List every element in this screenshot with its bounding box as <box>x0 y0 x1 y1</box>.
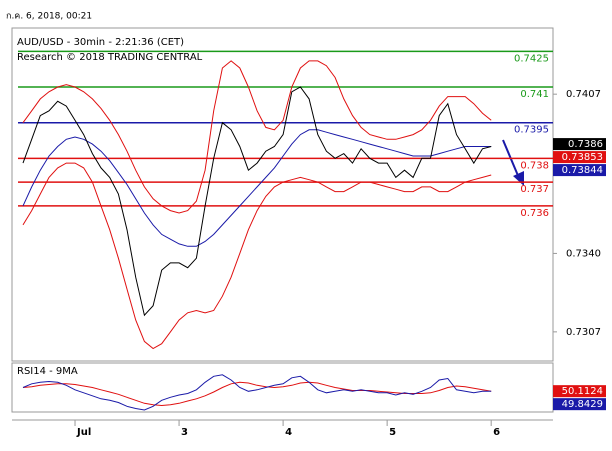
level-label: 0.7395 <box>514 125 549 136</box>
y-tick-label: 0.7307 <box>566 327 601 338</box>
series-line <box>22 374 492 411</box>
level-label: 0.736 <box>520 208 549 219</box>
price-panel <box>11 27 554 362</box>
price-tag-label: 0.7386 <box>568 139 603 150</box>
price-tag-label: 0.73853 <box>562 152 603 163</box>
level-label: 0.741 <box>520 89 549 100</box>
price-tag <box>553 164 606 177</box>
x-tick-label: 3 <box>181 427 188 438</box>
price-tag-label: 49.8429 <box>562 399 603 410</box>
rsi-title: RSI14 - 9MA <box>17 366 78 377</box>
timestamp: ก.ค. 6, 2018, 00:21 <box>6 12 92 22</box>
level-label: 0.7425 <box>514 53 549 64</box>
chart-subtitle: Research © 2018 TRADING CENTRAL <box>17 52 203 63</box>
price-tag <box>553 138 606 151</box>
price-tag <box>553 385 606 398</box>
price-tag <box>553 398 606 411</box>
x-tick-label: 4 <box>285 427 292 438</box>
price-tag-label: 0.73844 <box>562 165 603 176</box>
y-tick-label: 0.7407 <box>566 89 601 100</box>
series-line <box>22 162 492 350</box>
series-line <box>22 60 492 214</box>
y-tick-label: 0.7340 <box>566 248 601 259</box>
x-tick-label: 6 <box>493 427 500 438</box>
level-label: 0.737 <box>520 184 549 195</box>
price-tag <box>553 151 606 164</box>
chart-title: AUD/USD - 30min - 2:21:36 (CET) <box>17 37 184 48</box>
price-tag-label: 50.1124 <box>562 386 603 397</box>
series-line <box>22 86 492 317</box>
x-tick-label: 5 <box>389 427 396 438</box>
series-line <box>22 381 492 407</box>
level-label: 0.738 <box>520 160 549 171</box>
series-line <box>22 129 492 247</box>
x-tick-label: Jul <box>76 427 91 438</box>
